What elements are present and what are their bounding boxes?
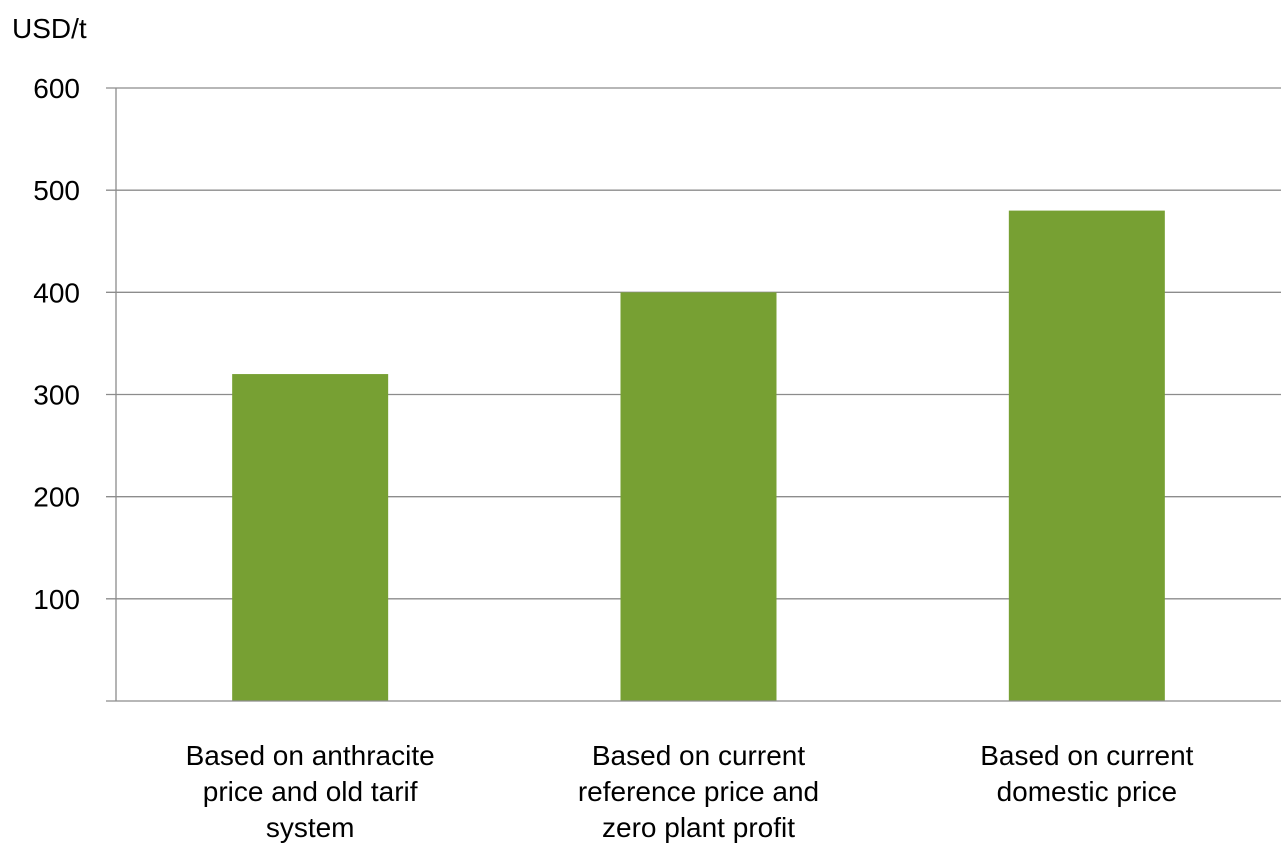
x-tick-label-line: system xyxy=(266,812,355,843)
bar xyxy=(620,292,777,701)
bar xyxy=(232,374,389,701)
x-tick-label-line: Based on current xyxy=(592,740,805,771)
x-tick-label-line: reference price and xyxy=(578,776,819,807)
y-tick-label: 400 xyxy=(33,277,80,308)
y-tick-label: 600 xyxy=(33,73,80,104)
y-tick-label: 500 xyxy=(33,175,80,206)
x-tick-label: Based on current domestic price xyxy=(980,740,1193,807)
bar xyxy=(1008,210,1165,701)
y-tick-labels: 100 200 300 400 500 600 xyxy=(33,73,80,615)
y-tick-label: 300 xyxy=(33,380,80,411)
x-tick-label-line: zero plant profit xyxy=(602,812,795,843)
x-tick-label-line: Based on anthracite xyxy=(186,740,435,771)
x-tick-label-line: domestic price xyxy=(997,776,1178,807)
x-tick-label: Based on current reference price and zero … xyxy=(578,740,819,843)
y-tick-label: 100 xyxy=(33,584,80,615)
bars xyxy=(232,210,1165,701)
x-tick-label-line: price and old tarif xyxy=(203,776,418,807)
y-tick-label: 200 xyxy=(33,482,80,513)
x-tick-labels: Based on anthracite price and old tarif sy… xyxy=(186,740,1194,843)
x-tick-label-line: Based on current xyxy=(980,740,1193,771)
x-tick-label: Based on anthracite price and old tarif sy… xyxy=(186,740,435,843)
y-axis-label: USD/t xyxy=(12,13,87,44)
axes xyxy=(106,88,1281,702)
